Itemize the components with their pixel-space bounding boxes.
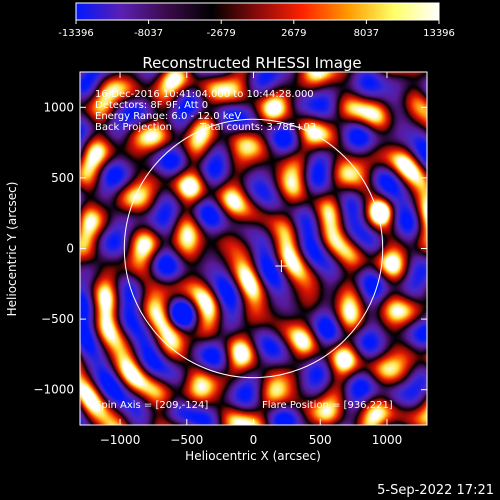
y-tick-label: −500 [41, 312, 74, 326]
colorbar-tick-label: -2679 [207, 28, 236, 39]
y-tick-label: 0 [66, 242, 74, 256]
heatmap-image [80, 72, 427, 425]
axes: −1000 −500 0 500 1000 −1000 −500 0 500 1000 [33, 72, 427, 447]
annotation-flare-position: Flare Position = [936,221] [262, 400, 393, 411]
colorbar-tick-label: -13396 [58, 28, 93, 39]
annotation-detectors: Detectors: 8F 9F, Att 0 [95, 100, 208, 111]
solar-limb-circle [123, 118, 384, 379]
footer-timestamp: 5-Sep-2022 17:21 [377, 483, 494, 498]
spin-axis-cross [275, 260, 288, 273]
colorbar-tick-label: -8037 [134, 28, 163, 39]
x-tick-label: 1000 [372, 433, 403, 447]
annotation-method: Back Projection [95, 122, 172, 133]
annotation-spin-axis: Spin Axis = [209,-124] [95, 400, 208, 411]
colorbar-ticks: -13396 -8037 -2679 2679 8037 13396 [58, 20, 455, 39]
y-tick-label: 1000 [43, 100, 74, 114]
y-axis-label: Heliocentric Y (arcsec) [5, 182, 19, 317]
chart-title: Reconstructed RHESSI Image [142, 54, 361, 72]
colorbar-tick-label: 13396 [423, 28, 455, 39]
x-tick-label: −500 [170, 433, 203, 447]
x-tick-label: −1000 [100, 433, 141, 447]
annotation-energy-range: Energy Range: 6.0 - 12.0 keV [95, 111, 241, 122]
x-axis-label: Heliocentric X (arcsec) [185, 449, 321, 463]
annotation-time-range: 16-Dec-2016 10:41:04.000 to 10:44:28.000 [95, 89, 314, 100]
y-tick-label: 500 [51, 171, 74, 185]
y-tick-label: −1000 [33, 383, 74, 397]
colorbar-tick-label: 8037 [354, 28, 379, 39]
annotation-total-counts: Total counts: 3.78E+03 [199, 122, 316, 133]
plot-area [80, 72, 427, 425]
colorbar [75, 2, 440, 21]
x-tick-label: 0 [250, 433, 258, 447]
colorbar-tick-label: 2679 [281, 28, 306, 39]
x-tick-label: 500 [309, 433, 332, 447]
